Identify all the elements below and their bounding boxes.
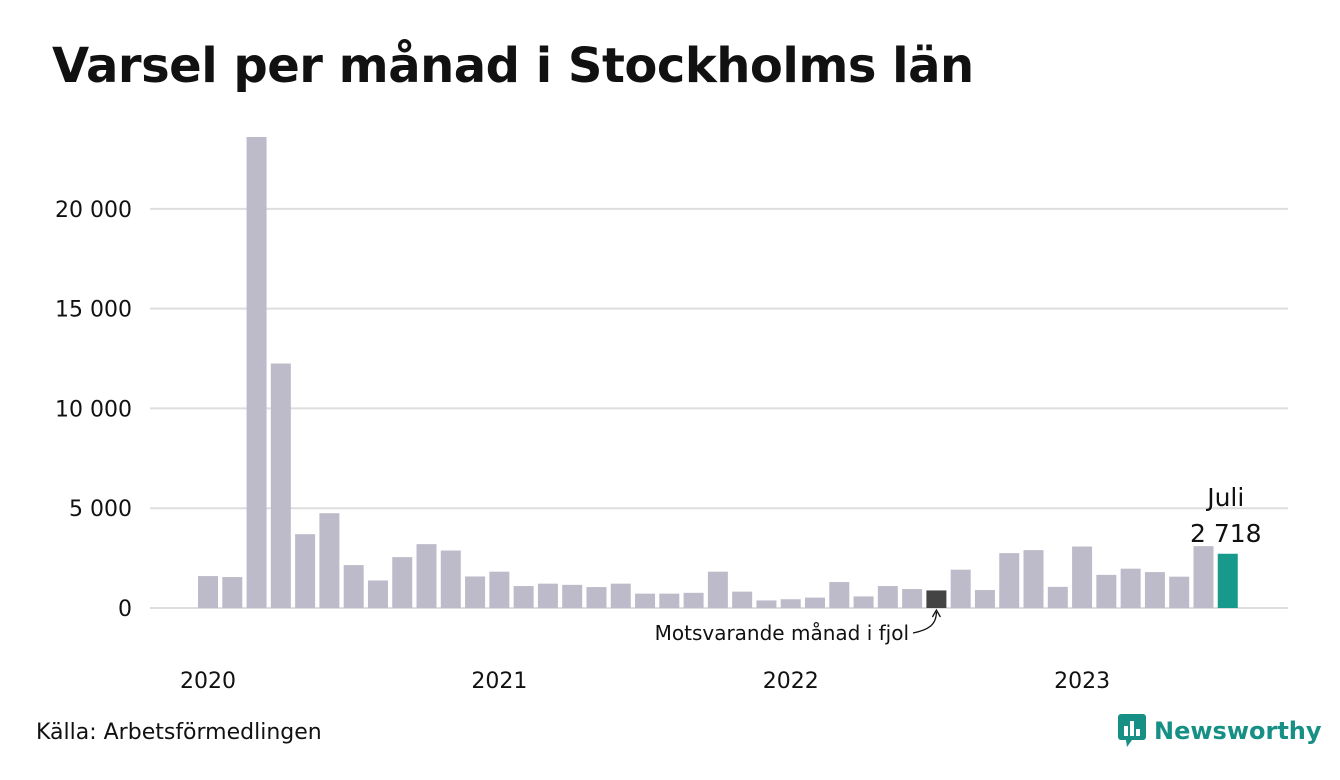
bar	[1072, 546, 1093, 608]
annotation-arrowhead	[931, 608, 941, 618]
bar	[732, 591, 753, 608]
newsworthy-logo-icon	[1118, 714, 1146, 747]
y-tick-label: 5 000	[69, 497, 132, 522]
bar	[416, 544, 437, 608]
bar	[853, 596, 874, 608]
bar	[659, 593, 680, 608]
bar	[367, 580, 388, 608]
bar	[246, 137, 267, 608]
current-month-label: Juli	[1205, 483, 1244, 512]
x-year-label: 2020	[180, 669, 236, 694]
bar	[222, 577, 243, 608]
x-year-label: 2023	[1054, 669, 1110, 694]
bar	[392, 557, 413, 608]
bar	[780, 599, 801, 608]
bar	[198, 576, 218, 608]
bar	[877, 586, 898, 608]
bar	[1193, 546, 1214, 608]
brand-name: Newsworthy	[1154, 717, 1322, 745]
bar	[343, 565, 364, 608]
chart-title: Varsel per månad i Stockholms län	[52, 38, 974, 94]
bar	[683, 592, 704, 608]
current-value-label: 2 718	[1190, 519, 1262, 548]
bar	[1023, 550, 1044, 608]
bar	[1096, 574, 1117, 608]
bar	[270, 363, 291, 608]
bar	[1144, 572, 1165, 608]
bar	[537, 583, 558, 608]
bar	[295, 534, 316, 608]
bar	[1169, 576, 1190, 608]
bar	[1217, 553, 1238, 608]
bar	[513, 586, 534, 608]
bar	[805, 597, 825, 608]
bar	[999, 553, 1020, 608]
annotation-group: Juli 2 718 Motsvarande månad i fjol	[655, 483, 1262, 645]
bar	[707, 571, 728, 608]
annotation-text: Motsvarande månad i fjol	[655, 621, 909, 645]
bar	[974, 590, 995, 608]
brand-logo[interactable]: Newsworthy	[1118, 714, 1322, 748]
bar	[586, 587, 607, 608]
y-tick-label: 10 000	[55, 397, 132, 422]
x-axis-labels: 2020 2021 2022 2023	[180, 669, 1110, 694]
bar	[610, 583, 631, 608]
bar	[440, 550, 461, 608]
y-tick-label: 0	[118, 597, 132, 622]
bar	[489, 571, 510, 608]
bar	[756, 600, 777, 608]
bar	[562, 584, 583, 608]
bar	[829, 582, 850, 608]
bars	[198, 137, 1238, 608]
bar	[1047, 586, 1068, 608]
source-text: Källa: Arbetsförmedlingen	[36, 720, 322, 745]
x-year-label: 2022	[763, 669, 819, 694]
bar	[926, 590, 947, 608]
bar	[1120, 568, 1141, 608]
bar	[319, 513, 340, 608]
y-tick-label: 15 000	[55, 298, 132, 323]
annotation-arrow	[912, 611, 938, 634]
bar	[902, 589, 923, 608]
bar	[635, 593, 656, 608]
y-tick-label: 20 000	[55, 198, 132, 223]
x-year-label: 2021	[471, 669, 527, 694]
bar	[950, 569, 971, 608]
bar	[465, 576, 486, 608]
y-axis-labels: 0 5 000 10 000 15 000 20 000	[55, 198, 132, 622]
